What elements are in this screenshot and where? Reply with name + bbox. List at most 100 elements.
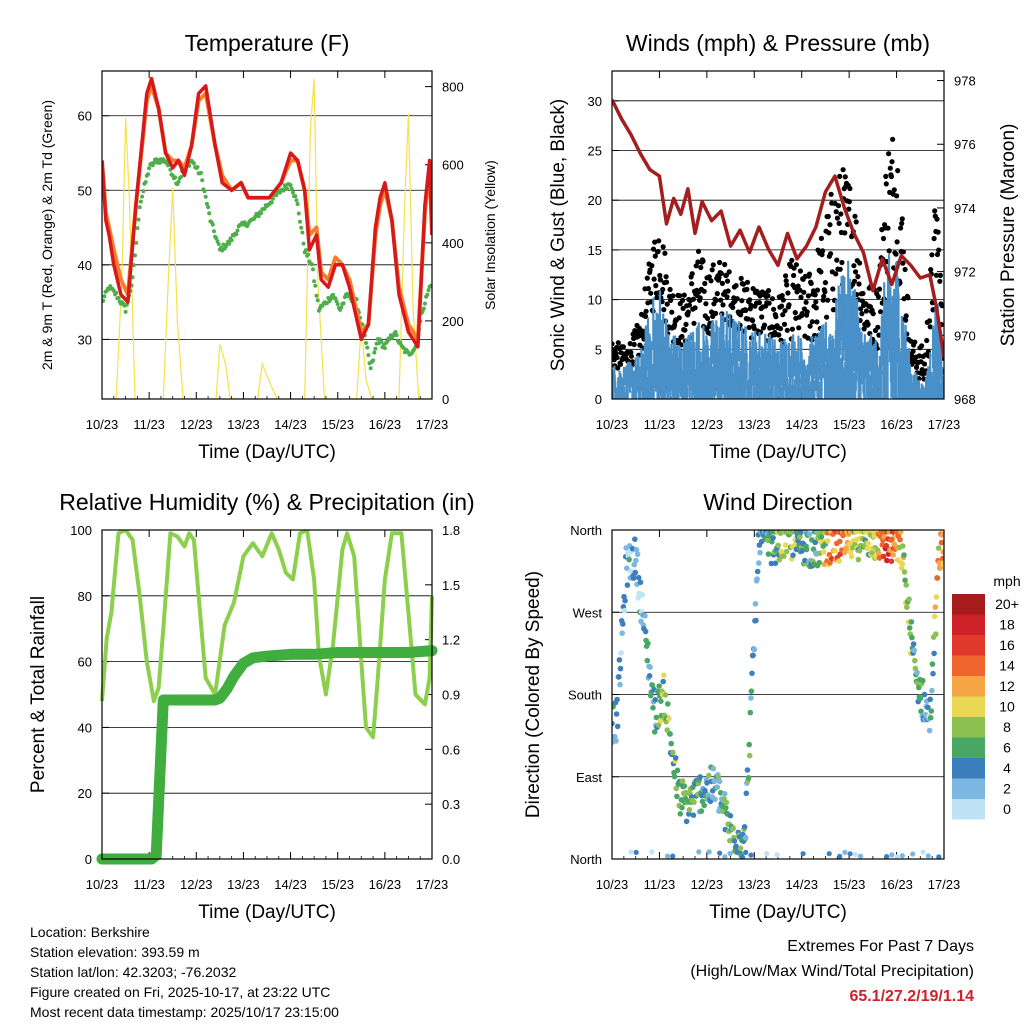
x-tick-label: 11/23 [644,877,676,892]
gust-point [759,314,765,320]
gust-point [842,230,848,236]
gust-point [810,288,817,294]
gust-point [805,335,811,341]
wind-direction-point [670,749,676,756]
y-axis-label: Sonic Wind & Gust (Blue, Black) [548,99,569,371]
gust-point [853,219,859,225]
wind-direction-point [884,854,890,859]
wind-direction-point [799,548,805,554]
gust-point [656,238,662,244]
wind-direction-point [853,530,859,535]
dewpoint-point [179,175,183,179]
gust-point [717,259,723,266]
wind-direction-point [635,574,642,581]
wind-direction-point [655,688,661,695]
wind-direction-point [655,722,662,728]
gust-point [820,248,826,254]
gust-point [718,270,724,276]
gust-point [682,327,688,333]
legend-swatch [952,778,985,799]
gust-point [927,324,933,330]
gust-point [708,278,714,284]
legend-swatch [952,614,985,635]
x-tick-label: 13/23 [738,877,771,892]
gust-point [798,294,804,300]
wind-direction-point [908,619,915,625]
gust-point [885,225,891,231]
gust-point [719,280,726,286]
dewpoint-point [173,175,178,180]
x-tick-label: 16/23 [369,417,402,432]
gust-point [677,293,683,299]
gust-point [738,275,744,281]
y-tick-label: 20 [78,786,92,801]
panel-1: 0 5 10 15 20 25 30 968 970 972 974 976 978 10/23 11/23… [548,30,1019,463]
dewpoint-point [281,188,286,193]
gust-point [777,326,784,332]
wind-direction-point [806,531,813,537]
wind-direction-point [624,565,630,571]
gust-point [743,307,749,313]
wind-direction-point [869,549,875,556]
gust-point [822,289,828,295]
x-tick-label: 16/23 [880,877,913,892]
y-tick-label: West [573,605,603,620]
dewpoint-point [269,200,274,205]
wind-direction-point [929,687,935,694]
wind-direction-point [933,594,940,600]
dewpoint-point [299,225,304,230]
legend-label: 14 [999,658,1015,674]
gust-point [716,275,722,281]
y-tick-label: 0 [595,392,602,407]
dewpoint-point [312,279,317,284]
wind-direction-point [920,849,926,855]
x-axis-label: Time (Day/UTC) [198,902,336,923]
dewpoint-point [227,241,232,246]
gust-point [662,250,668,256]
dewpoint-point [341,301,346,306]
wind-direction-point [727,812,734,819]
gust-point [664,279,670,285]
gust-point [691,320,697,326]
wind-direction-point [890,552,896,558]
dewpoint-point [199,170,203,175]
gust-point [805,293,812,299]
dewpoint-point [204,201,209,206]
gust-point [895,168,901,174]
wind-direction-point [714,784,721,790]
wind-direction-point [852,851,858,858]
plot-area [102,76,432,399]
gust-point [905,295,911,301]
x-tick-label: 14/23 [274,417,307,432]
gust-point [822,280,829,286]
gust-point [916,353,922,359]
gust-point [865,321,871,327]
wind-direction-point [668,740,674,747]
y-axis-label: 2m & 9m T (Red, Orange) & 2m Td (Green) [39,100,55,370]
gust-point [937,272,944,278]
gust-point [929,252,935,258]
dewpoint-point [295,202,300,206]
gust-point [828,191,834,197]
gust-point [639,328,645,334]
y-tick-label: 30 [588,94,602,109]
dewpoint-point [368,366,373,371]
gust-point [939,303,944,309]
wind-direction-point [765,551,772,557]
wind-direction-point [741,824,748,830]
gust-point [657,272,663,279]
x-tick-label: 12/23 [691,417,724,432]
gust-point [912,339,918,345]
gust-point [927,318,933,324]
x-tick-label: 10/23 [596,877,629,892]
wind-direction-point [832,548,838,554]
wind-direction-point [716,778,723,785]
gust-point [702,280,708,287]
wind-direction-point [871,530,877,535]
series-2m-temperature [102,76,432,349]
gust-point [886,151,892,157]
gust-point [898,225,904,231]
wind-direction-point [634,551,641,558]
wind-direction-point [899,853,905,859]
wind-direction-point [790,552,796,558]
